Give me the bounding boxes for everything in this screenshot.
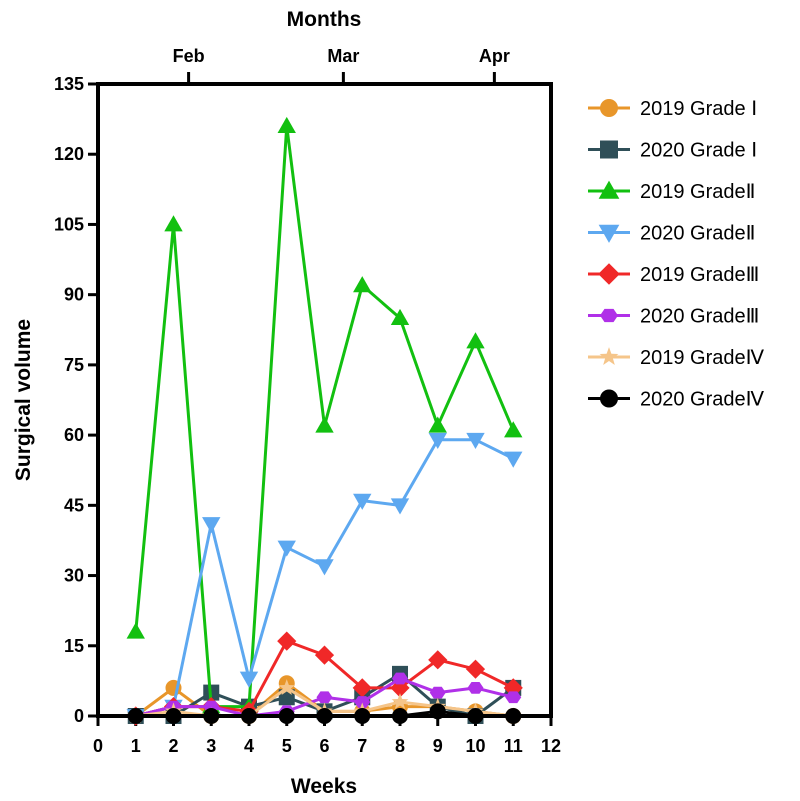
data-point: [428, 416, 447, 433]
x-tick-label: 2: [168, 736, 178, 756]
legend-label: 2020 GradeⅡ: [640, 223, 755, 245]
data-point: [315, 559, 334, 576]
data-point: [465, 659, 486, 679]
y-tick-label: 75: [64, 355, 84, 375]
plot-frame: [96, 82, 553, 718]
top-axis: Feb Mar Apr: [173, 46, 510, 84]
y-tick-label: 120: [54, 144, 84, 164]
y-axis-title: Surgical volume: [12, 319, 35, 481]
legend-label: 2019 GradeⅢ: [640, 264, 759, 286]
data-point: [428, 432, 447, 449]
series-layer: [126, 116, 523, 726]
data-point: [164, 215, 183, 232]
y-axis: 0 15 30 45 60 75 90 105 120 135: [54, 74, 98, 726]
legend-item: 2019 GradeⅣ: [588, 347, 765, 369]
x-tick-label: 1: [131, 736, 141, 756]
data-point: [392, 672, 408, 685]
y-tick-label: 45: [64, 495, 84, 515]
data-point: [353, 493, 372, 510]
legend-item: 2020 Grade Ⅰ: [588, 140, 757, 162]
y-tick-label: 30: [64, 566, 84, 586]
x-axis-title: Weeks: [291, 775, 357, 798]
data-point: [352, 678, 372, 698]
legend-item: 2020 GradeⅢ: [588, 306, 759, 328]
x-tick-label: 12: [541, 736, 561, 756]
data-point: [466, 332, 485, 349]
data-point: [202, 517, 221, 534]
data-point: [354, 696, 371, 708]
data-point: [390, 308, 410, 325]
series-3: [126, 116, 523, 714]
data-point: [390, 678, 410, 698]
legend-label: 2020 GradeⅢ: [640, 306, 759, 328]
data-point: [277, 631, 297, 651]
x-tick-label: 7: [357, 736, 367, 756]
data-point: [315, 416, 334, 433]
x-tick-label: 0: [93, 736, 103, 756]
legend: 2019 Grade Ⅰ 2020 Grade Ⅰ 2019 GradeⅡ 2020 …: [588, 98, 765, 411]
y-tick-label: 135: [54, 74, 84, 94]
legend-label: 2019 GradeⅣ: [640, 347, 765, 369]
data-point: [277, 540, 296, 557]
series-4: [126, 432, 523, 726]
legend-item: 2020 GradeⅣ: [588, 389, 765, 411]
legend-marker: [598, 224, 620, 243]
top-tick-label: Mar: [327, 46, 359, 66]
legend-item: 2019 GradeⅡ: [588, 180, 755, 203]
data-point: [504, 421, 523, 438]
data-point: [239, 671, 259, 688]
legend-marker: [600, 99, 618, 117]
data-point: [428, 650, 448, 670]
legend-marker: [600, 308, 618, 323]
data-point: [391, 693, 409, 710]
data-point: [314, 645, 335, 665]
legend-item: 2020 GradeⅡ: [588, 223, 755, 245]
legend-item: 2019 Grade Ⅰ: [588, 98, 757, 120]
legend-marker: [600, 389, 618, 408]
x-tick-label: 11: [504, 736, 523, 756]
data-point: [466, 432, 485, 449]
legend-label: 2019 Grade Ⅰ: [640, 98, 757, 120]
data-point: [126, 622, 145, 639]
data-point: [429, 686, 446, 699]
legend-marker: [598, 180, 620, 199]
y-tick-label: 0: [74, 706, 84, 726]
data-point: [278, 679, 296, 696]
data-point: [316, 691, 333, 704]
legend-marker: [599, 347, 619, 366]
x-tick-label: 10: [465, 736, 485, 756]
y-tick-label: 60: [64, 425, 84, 445]
x-tick-label: 5: [282, 736, 292, 756]
top-axis-title: Months: [287, 8, 362, 31]
top-tick-label: Feb: [173, 46, 205, 66]
legend-marker: [598, 263, 620, 285]
y-tick-label: 15: [64, 636, 84, 656]
legend-label: 2019 GradeⅡ: [640, 181, 755, 203]
x-tick-label: 6: [319, 736, 329, 756]
data-point: [504, 451, 523, 468]
legend-label: 2020 GradeⅣ: [640, 389, 765, 411]
data-point: [277, 116, 296, 134]
data-point: [467, 682, 484, 694]
data-point: [390, 498, 410, 515]
y-tick-label: 105: [54, 214, 84, 234]
x-tick-label: 3: [206, 736, 216, 756]
y-tick-label: 90: [64, 285, 84, 305]
legend-marker: [600, 140, 618, 159]
x-tick-label: 8: [395, 736, 405, 756]
legend-item: 2019 GradeⅢ: [588, 263, 759, 286]
top-tick-label: Apr: [479, 46, 510, 66]
x-tick-label: 9: [433, 736, 443, 756]
x-tick-label: 4: [244, 736, 254, 756]
data-point: [505, 691, 522, 704]
legend-label: 2020 Grade Ⅰ: [640, 140, 757, 162]
data-point: [353, 276, 372, 293]
